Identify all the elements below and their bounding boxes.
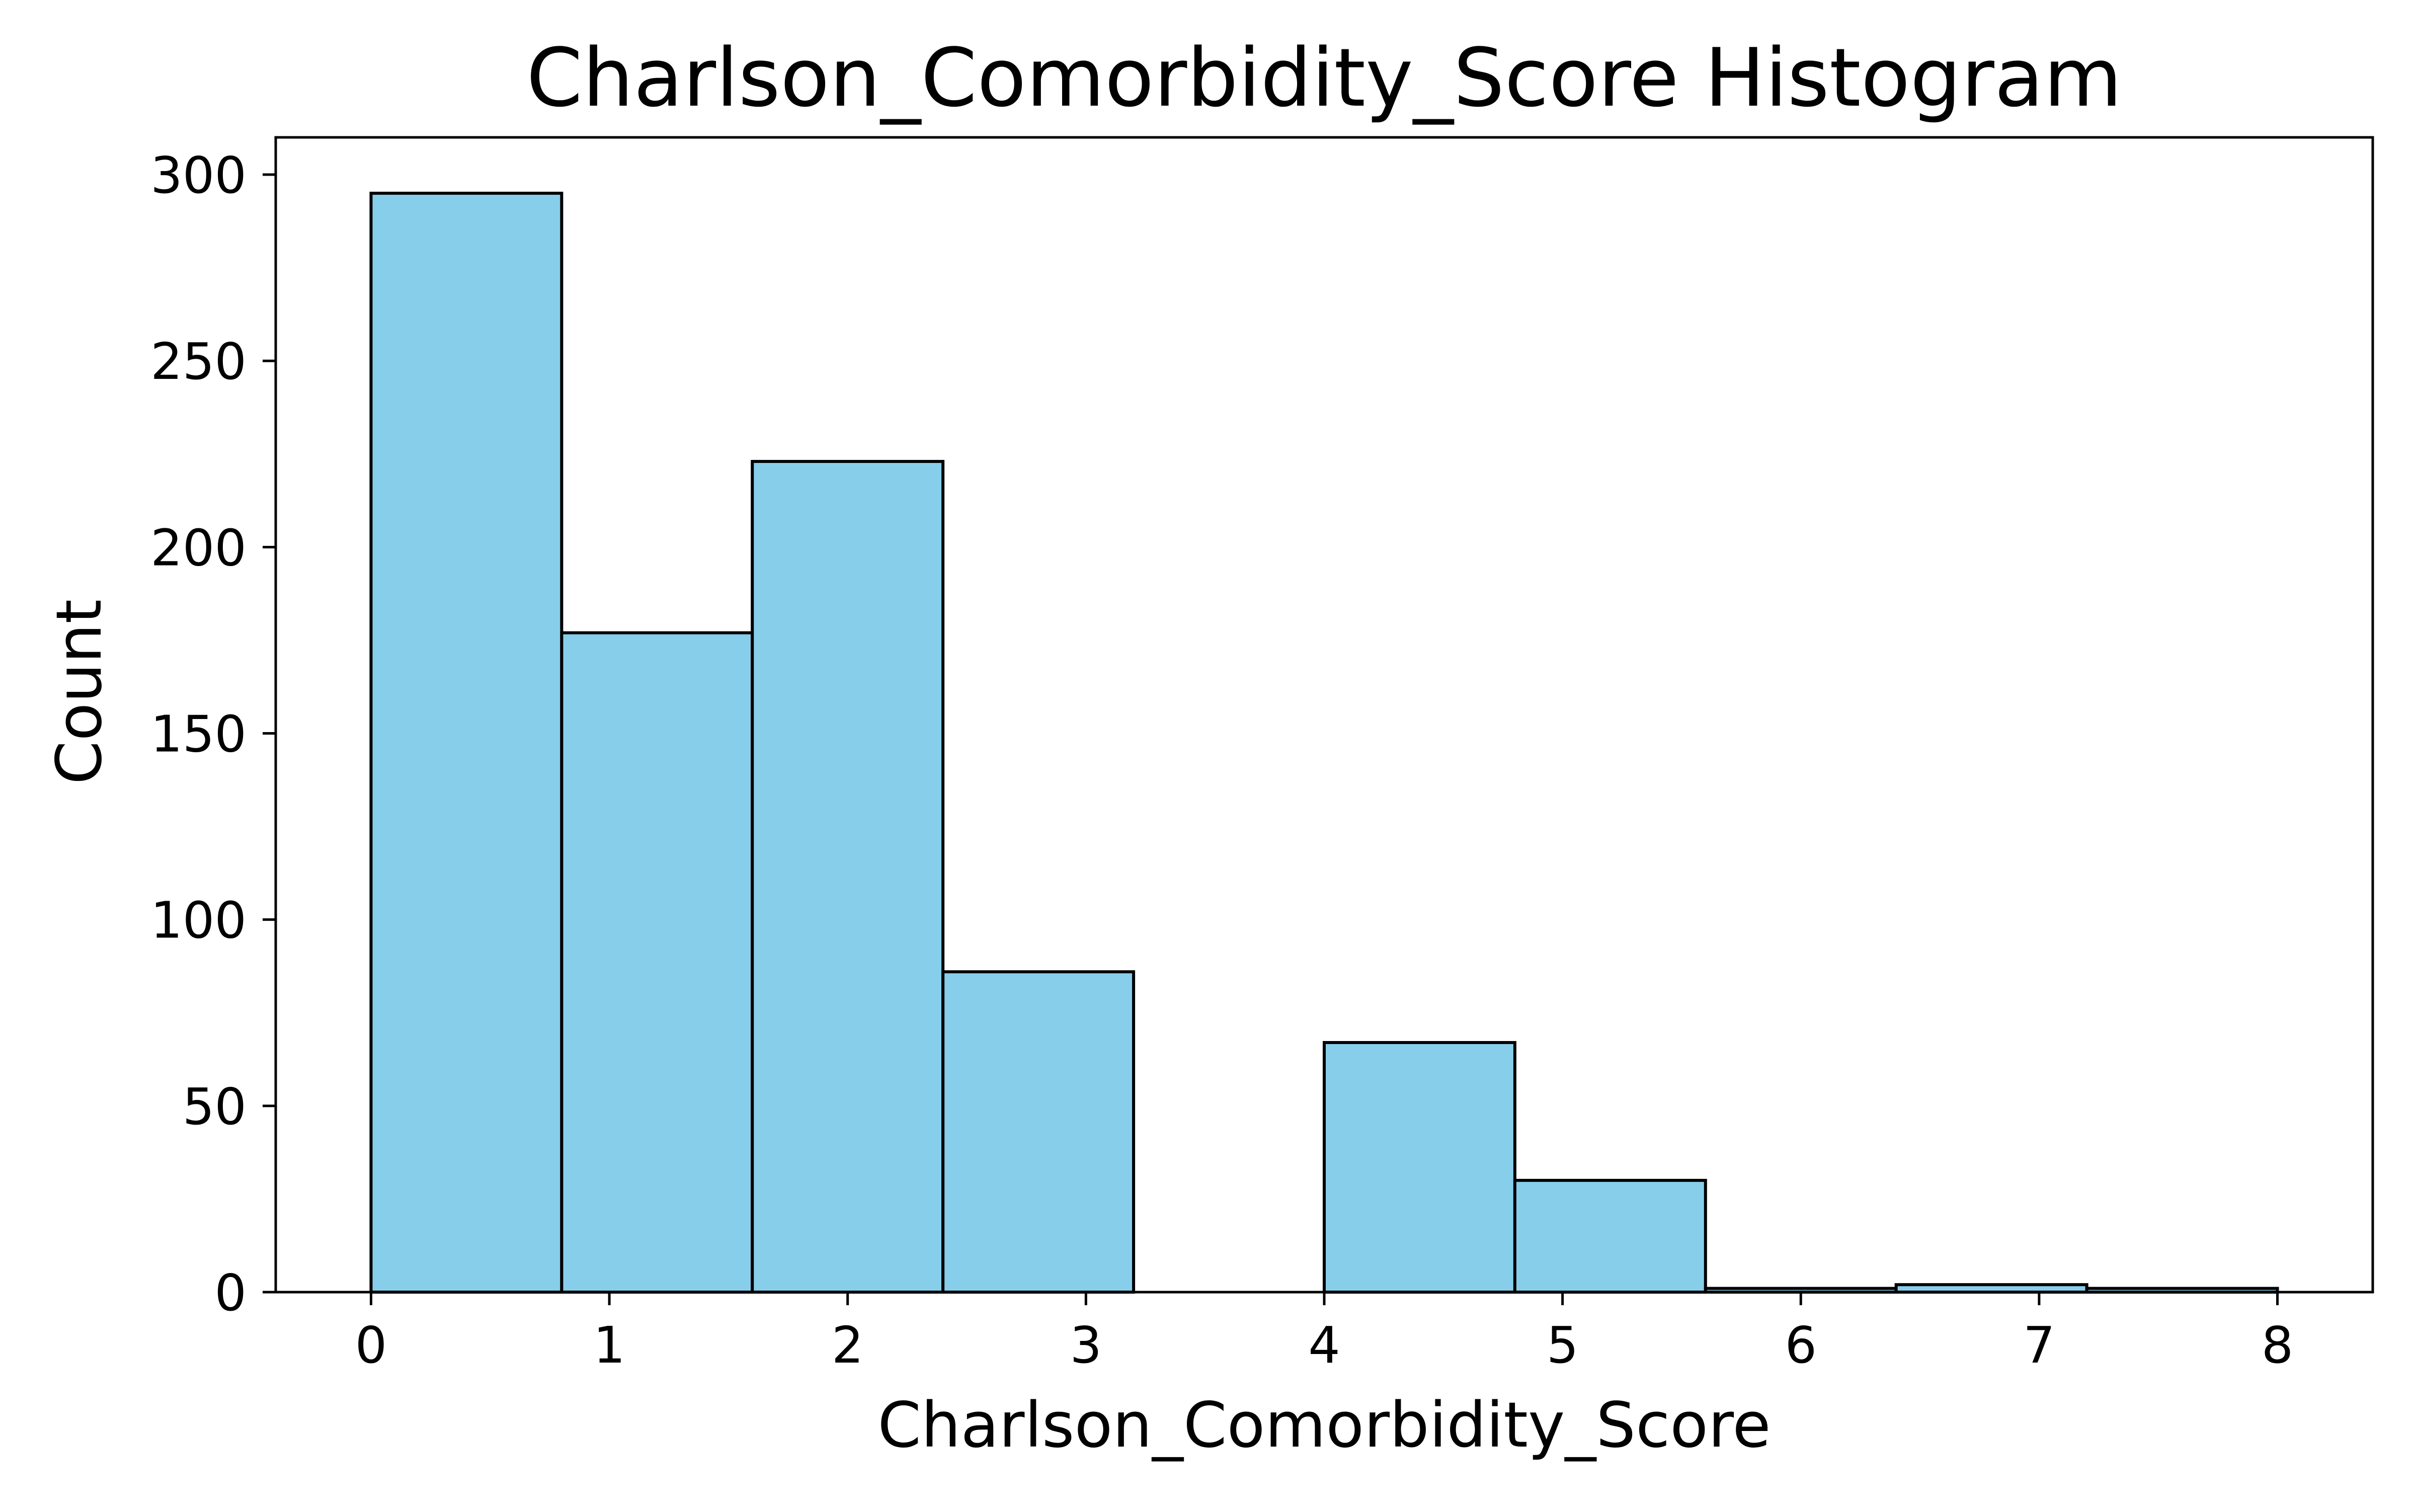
histogram-bar-5: [1323, 1041, 1516, 1294]
x-tick-label-0: 0: [355, 1316, 387, 1375]
y-tick-label-3: 150: [150, 705, 247, 764]
x-tick-label-3: 3: [1070, 1316, 1102, 1375]
x-tick-label-7: 7: [2023, 1316, 2055, 1375]
y-tick-label-1: 50: [183, 1077, 247, 1136]
x-tick-label-4: 4: [1308, 1316, 1340, 1375]
histogram-bar-3: [941, 970, 1136, 1294]
histogram-bar-6: [1513, 1178, 1707, 1294]
y-tick-label-4: 200: [150, 518, 247, 577]
x-tick-label-6: 6: [1785, 1316, 1817, 1375]
y-tick-label-6: 300: [150, 146, 247, 205]
x-tick-label-1: 1: [593, 1316, 625, 1375]
y-axis-label: Count: [43, 599, 116, 784]
chart-title: Charlson_Comorbidity_Score Histogram: [526, 31, 2122, 125]
bars-layer: [369, 192, 2279, 1294]
histogram-bar-1: [560, 631, 754, 1294]
histogram-bar-0: [369, 192, 564, 1294]
x-tick-label-2: 2: [832, 1316, 864, 1375]
x-tick-label-8: 8: [2262, 1316, 2294, 1375]
y-tick-label-5: 250: [150, 332, 247, 391]
ticks-layer: 0 1 2 3 4 5 6 7 8 0 50 100 150 200 250 300: [150, 146, 2293, 1375]
x-tick-label-5: 5: [1547, 1316, 1579, 1375]
histogram-bar-2: [751, 460, 945, 1294]
y-tick-label-2: 100: [150, 891, 247, 950]
x-axis-label: Charlson_Comorbidity_Score: [877, 1389, 1770, 1462]
y-tick-label-0: 0: [214, 1263, 247, 1322]
plot-frame: [274, 136, 2374, 1294]
